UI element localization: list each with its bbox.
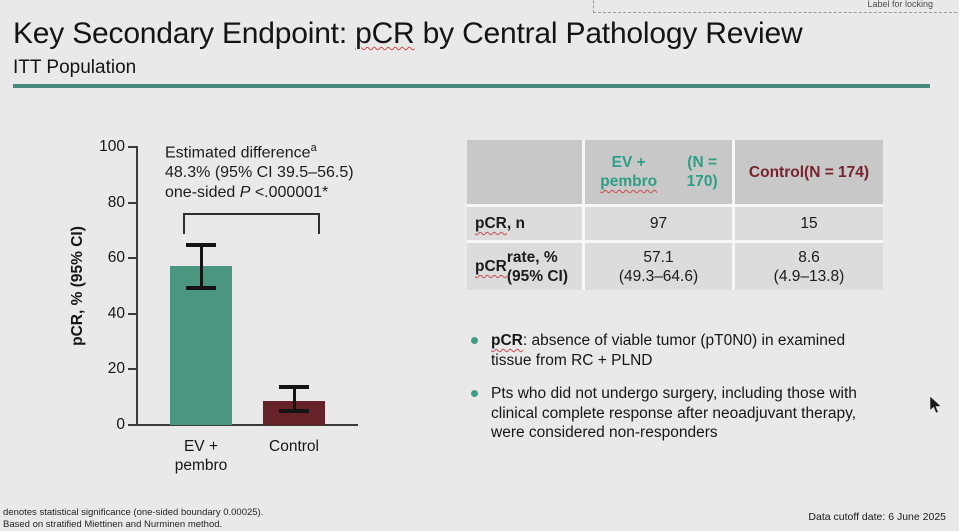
table-cell-r0c0: 97 [585, 207, 732, 240]
x-axis-line [136, 424, 358, 426]
error-bar-line [292, 386, 296, 412]
y-tick-mark [128, 257, 136, 260]
error-bar-cap-upper [279, 384, 309, 389]
header-line: EV + pembro [585, 153, 672, 191]
text-segment: a [310, 142, 317, 154]
text-segment: one-sided [165, 184, 240, 202]
error-bar-cap-lower [186, 285, 216, 290]
estimated-difference-annotation: Estimated differencea 48.3% (95% CI 39.5–… [165, 138, 354, 203]
label-locking-dashed-box [593, 0, 959, 13]
y-tick-label: 20 [107, 360, 125, 378]
comparison-bracket [183, 213, 320, 234]
bullet-dot-icon [471, 337, 478, 344]
text-segment: EV + [611, 154, 646, 171]
title-divider-rule [13, 84, 930, 88]
table-cell-r1c0: 57.1 (49.3–64.6) [585, 243, 732, 290]
y-tick-label: 0 [116, 416, 125, 433]
header-line: (N = 174) [804, 163, 869, 182]
table-cell-r0c1: 15 [735, 207, 883, 240]
table-row-label-0: pCR, n [467, 207, 582, 240]
text-segment: pCR [475, 215, 507, 232]
table-corner-cell [467, 140, 582, 204]
text-segment: pCR [491, 332, 523, 349]
y-tick-label: 40 [107, 304, 125, 322]
text-segment: (N = 174) [804, 163, 870, 181]
text-segment: by Central Pathology Review [414, 17, 803, 50]
text-segment: Pts who did not undergo surgery, includi… [491, 385, 857, 441]
text-segment: P [239, 184, 251, 202]
bar-ev-pembro [170, 266, 232, 425]
text-segment: (N = 170) [686, 154, 718, 190]
x-category-label: Control [269, 438, 319, 455]
text-segment: <.000001* [250, 184, 329, 202]
footnote-significance: denotes statistical significance (one-si… [3, 507, 264, 518]
y-tick-mark [128, 424, 136, 426]
y-tick-mark [128, 146, 136, 148]
annotation-line: one-sided P <.000001* [165, 183, 354, 203]
text-segment: Key Secondary Endpoint: [13, 17, 356, 50]
text-segment: pCR [355, 17, 415, 50]
x-category-label: EV + pembro [174, 438, 228, 474]
annotation-line: Estimated differencea [165, 138, 354, 163]
y-tick-mark [128, 368, 136, 371]
pcr-results-table: EV + pembro (N = 170) Control (N = 174) pCR,… [467, 140, 883, 290]
slide-subtitle: ITT Population [13, 57, 137, 78]
text-segment: Control [748, 163, 805, 181]
text-segment: pCR [475, 258, 507, 275]
bullet-dot-icon [471, 390, 478, 397]
error-bar-cap-upper [186, 243, 216, 248]
y-tick-mark [128, 201, 136, 204]
label-for-locking: Label for locking [867, 0, 933, 9]
header-line: Control [749, 163, 804, 182]
text-segment: 48.3% (95% CI 39.5–56.5) [165, 164, 354, 182]
table-header-ev-pembro: EV + pembro (N = 170) [585, 140, 732, 204]
text-segment: rate, % (95% CI) [506, 248, 569, 285]
y-axis-line [136, 146, 138, 426]
y-tick-label: 80 [107, 193, 125, 211]
header-line: (N = 170) [672, 153, 732, 191]
table-row-label-1: pCR rate, % (95% CI) [467, 243, 582, 290]
text-segment: pembro [600, 173, 658, 190]
error-bar-cap-lower [279, 409, 309, 414]
data-cutoff-date: Data cutoff date: 6 June 2025 [808, 511, 946, 523]
definition-bullet-list: pCR: absence of viable tumor (pT0N0) in … [468, 331, 884, 457]
table-cell-r1c1: 8.6 (4.9–13.8) [735, 243, 883, 290]
bullet-item: pCR: absence of viable tumor (pT0N0) in … [468, 331, 884, 370]
slide-title: Key Secondary Endpoint: pCR by Central P… [13, 17, 803, 51]
bullet-item: Pts who did not undergo surgery, includi… [468, 384, 884, 443]
table-header-control: Control (N = 174) [735, 140, 883, 204]
text-segment: Estimated difference [165, 144, 311, 162]
error-bar-line [199, 245, 203, 288]
y-tick-label: 100 [99, 138, 125, 155]
footnote-method: Based on stratified Miettinen and Nurmin… [3, 519, 223, 530]
y-tick-label: 60 [107, 249, 125, 267]
mouse-cursor-icon [929, 396, 942, 414]
text-segment: , n [506, 215, 525, 232]
y-tick-mark [128, 312, 136, 315]
annotation-line: 48.3% (95% CI 39.5–56.5) [165, 163, 354, 183]
text-segment: : absence of viable tumor (pT0N0) in exa… [491, 332, 846, 369]
